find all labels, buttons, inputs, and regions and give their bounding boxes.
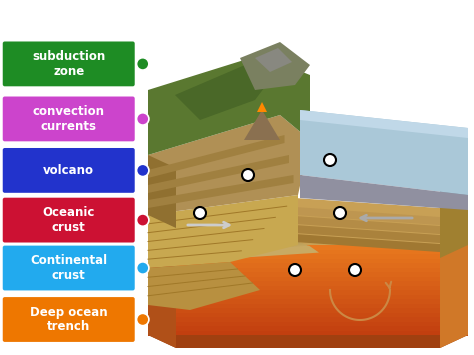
Polygon shape bbox=[169, 243, 312, 256]
Polygon shape bbox=[148, 254, 468, 260]
Polygon shape bbox=[148, 335, 468, 348]
Circle shape bbox=[137, 214, 149, 226]
Circle shape bbox=[137, 262, 149, 274]
Polygon shape bbox=[148, 317, 468, 322]
Polygon shape bbox=[148, 272, 468, 278]
Polygon shape bbox=[148, 331, 468, 336]
Polygon shape bbox=[180, 244, 316, 258]
Polygon shape bbox=[295, 225, 468, 245]
Polygon shape bbox=[148, 268, 468, 273]
Polygon shape bbox=[244, 110, 280, 140]
Circle shape bbox=[324, 154, 336, 166]
FancyBboxPatch shape bbox=[3, 198, 135, 242]
Polygon shape bbox=[148, 258, 468, 264]
FancyBboxPatch shape bbox=[3, 42, 135, 86]
Polygon shape bbox=[148, 277, 468, 282]
Polygon shape bbox=[148, 175, 293, 208]
Polygon shape bbox=[148, 155, 176, 228]
Polygon shape bbox=[440, 128, 468, 208]
Polygon shape bbox=[158, 241, 309, 254]
Polygon shape bbox=[148, 285, 468, 291]
Circle shape bbox=[289, 264, 301, 276]
FancyBboxPatch shape bbox=[3, 297, 135, 342]
Text: subduction
zone: subduction zone bbox=[32, 50, 105, 78]
Polygon shape bbox=[148, 240, 305, 252]
Polygon shape bbox=[240, 42, 310, 90]
Polygon shape bbox=[255, 48, 292, 72]
Polygon shape bbox=[190, 246, 319, 261]
Polygon shape bbox=[175, 65, 270, 120]
Polygon shape bbox=[148, 245, 468, 251]
Circle shape bbox=[137, 313, 149, 326]
Circle shape bbox=[137, 58, 149, 70]
Circle shape bbox=[137, 113, 149, 125]
Polygon shape bbox=[295, 234, 468, 254]
Polygon shape bbox=[440, 195, 468, 258]
Polygon shape bbox=[148, 295, 468, 300]
Polygon shape bbox=[295, 216, 468, 236]
Text: convection
currents: convection currents bbox=[33, 105, 105, 133]
Polygon shape bbox=[148, 262, 260, 310]
Polygon shape bbox=[148, 245, 176, 348]
Polygon shape bbox=[148, 304, 468, 309]
FancyBboxPatch shape bbox=[3, 246, 135, 290]
Polygon shape bbox=[257, 102, 267, 112]
Polygon shape bbox=[295, 198, 468, 245]
Text: volcano: volcano bbox=[43, 164, 94, 177]
Circle shape bbox=[334, 207, 346, 219]
Polygon shape bbox=[148, 263, 468, 268]
Text: Deep ocean
trench: Deep ocean trench bbox=[30, 306, 108, 333]
Polygon shape bbox=[440, 128, 468, 348]
FancyBboxPatch shape bbox=[3, 97, 135, 141]
Text: Continental
crust: Continental crust bbox=[30, 254, 107, 282]
Polygon shape bbox=[148, 281, 468, 286]
Circle shape bbox=[194, 207, 206, 219]
Polygon shape bbox=[148, 115, 310, 215]
Polygon shape bbox=[148, 55, 310, 155]
Polygon shape bbox=[148, 312, 468, 318]
Polygon shape bbox=[148, 155, 289, 193]
FancyBboxPatch shape bbox=[3, 148, 135, 193]
Polygon shape bbox=[300, 110, 468, 195]
Polygon shape bbox=[148, 250, 468, 255]
Circle shape bbox=[349, 264, 361, 276]
Polygon shape bbox=[148, 290, 468, 295]
Polygon shape bbox=[148, 195, 298, 268]
Polygon shape bbox=[148, 322, 468, 327]
Text: Oceanic
crust: Oceanic crust bbox=[43, 206, 95, 234]
Circle shape bbox=[242, 169, 254, 181]
Polygon shape bbox=[300, 110, 468, 138]
Polygon shape bbox=[148, 326, 468, 332]
Polygon shape bbox=[148, 299, 468, 305]
Circle shape bbox=[137, 164, 149, 176]
Polygon shape bbox=[295, 207, 468, 227]
Polygon shape bbox=[148, 135, 284, 178]
Polygon shape bbox=[148, 308, 468, 313]
Polygon shape bbox=[300, 175, 468, 210]
